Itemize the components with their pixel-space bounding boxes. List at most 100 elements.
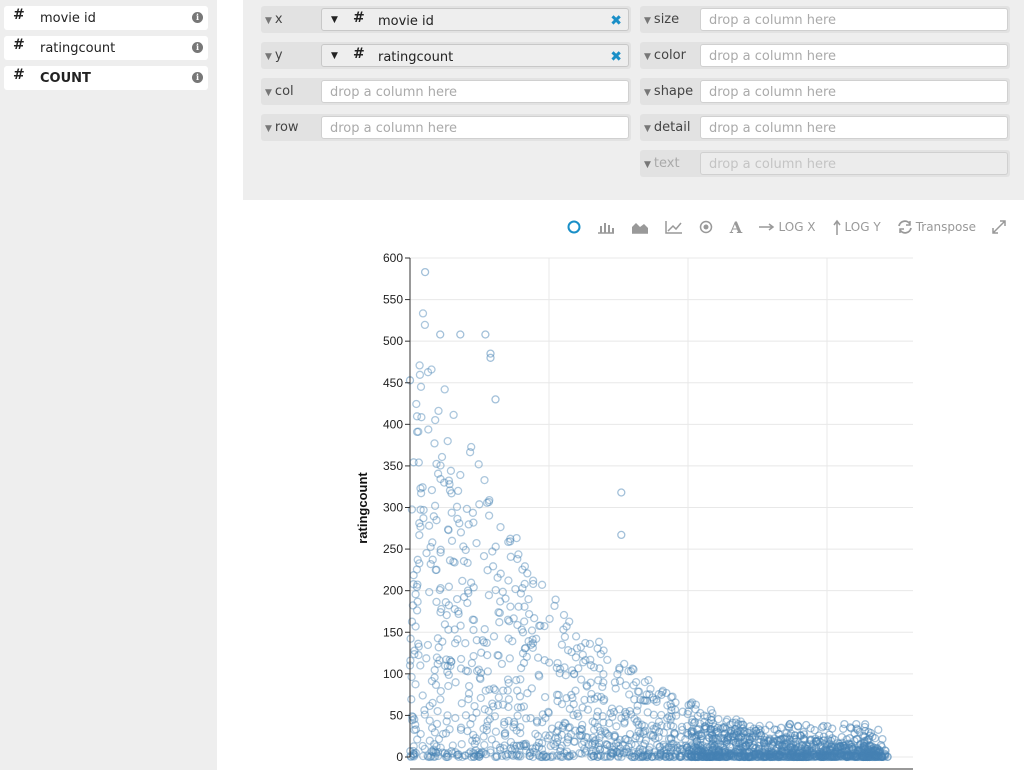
data-point <box>489 684 498 693</box>
scatter-plot[interactable]: 0 50 100 150 200 250 300 350 400 450 500 550 600 rat… <box>243 200 1024 770</box>
data-point <box>801 744 810 753</box>
expand-icon[interactable] <box>992 220 1006 234</box>
data-point <box>638 745 647 755</box>
data-point <box>561 719 570 728</box>
mark-point-icon[interactable] <box>567 220 581 234</box>
data-point <box>582 681 591 690</box>
data-point <box>537 745 547 754</box>
data-point <box>416 489 426 498</box>
data-point <box>496 745 505 755</box>
mark-line-icon[interactable] <box>665 220 683 234</box>
log-y-button[interactable]: LOG Y <box>832 219 881 235</box>
data-point <box>428 538 437 547</box>
data-point <box>602 729 612 738</box>
data-point <box>512 676 521 685</box>
shelf-label[interactable]: ▼ y <box>265 48 283 63</box>
row-drop-zone[interactable]: drop a column here <box>321 116 629 139</box>
data-point <box>668 692 677 701</box>
data-point <box>696 740 705 750</box>
data-point <box>518 649 528 658</box>
caret-down-icon[interactable]: ▼ <box>331 51 338 61</box>
data-point <box>449 410 458 420</box>
data-point <box>656 750 666 760</box>
color-drop-zone[interactable]: drop a column here <box>700 44 1008 67</box>
data-point <box>525 751 534 761</box>
data-point <box>648 752 657 761</box>
data-point <box>557 699 567 709</box>
data-point <box>479 732 488 741</box>
size-drop-zone[interactable]: drop a column here <box>700 8 1008 31</box>
data-point <box>410 725 419 735</box>
data-point <box>596 649 605 659</box>
transpose-button[interactable]: Transpose <box>897 220 976 234</box>
data-point <box>553 733 563 743</box>
data-point <box>600 695 609 704</box>
data-point <box>428 698 437 708</box>
data-point <box>615 705 624 714</box>
data-point <box>652 697 661 706</box>
x-field-pill[interactable]: ▼ # movie id ✖ <box>321 8 629 31</box>
remove-icon[interactable]: ✖ <box>610 49 622 65</box>
data-point <box>685 751 695 760</box>
data-point <box>443 711 452 720</box>
info-icon[interactable]: i <box>192 72 203 83</box>
shelf-label[interactable]: ▼ shape <box>644 84 693 99</box>
panel-divider[interactable] <box>217 0 222 770</box>
log-x-button[interactable]: LOG X <box>759 220 816 234</box>
data-point <box>710 751 719 761</box>
mark-circle-icon[interactable] <box>699 220 713 234</box>
data-point <box>482 721 491 731</box>
data-point <box>534 742 544 752</box>
data-point <box>748 752 758 761</box>
data-point <box>590 737 599 746</box>
info-icon[interactable]: i <box>192 12 203 23</box>
data-point <box>564 723 573 732</box>
data-point <box>456 621 465 630</box>
shelf-label[interactable]: ▼ x <box>265 12 283 27</box>
data-point <box>414 650 423 660</box>
shelf-label[interactable]: ▼ col <box>265 84 294 99</box>
shelf-label[interactable]: ▼ detail <box>644 120 690 135</box>
data-point <box>441 752 451 762</box>
data-point <box>562 622 571 631</box>
mark-area-icon[interactable] <box>631 220 649 234</box>
info-icon[interactable]: i <box>192 42 203 53</box>
remove-icon[interactable]: ✖ <box>610 13 622 29</box>
data-point <box>671 751 680 760</box>
col-drop-zone[interactable]: drop a column here <box>321 80 629 103</box>
field-count[interactable]: # COUNT i <box>4 66 208 90</box>
data-point <box>667 712 676 721</box>
data-point <box>491 727 501 736</box>
field-movie-id[interactable]: # movie id i <box>4 6 208 30</box>
data-point <box>564 735 573 744</box>
data-point <box>461 666 471 675</box>
mark-text-icon[interactable]: A <box>729 220 743 234</box>
data-point <box>440 661 450 670</box>
data-point <box>526 748 535 757</box>
data-point <box>557 730 566 739</box>
data-point <box>865 752 874 762</box>
data-point <box>412 399 421 409</box>
shape-drop-zone[interactable]: drop a column here <box>700 80 1008 103</box>
data-point <box>475 750 485 759</box>
data-point <box>450 558 459 567</box>
shelf-label[interactable]: ▼ color <box>644 48 686 63</box>
data-point <box>703 712 712 721</box>
mark-bar-icon[interactable] <box>597 220 615 234</box>
data-point <box>601 739 611 749</box>
data-point <box>624 667 633 676</box>
data-point <box>485 685 494 694</box>
data-point <box>663 714 672 723</box>
data-point <box>446 466 456 475</box>
shelf-label[interactable]: ▼ size <box>644 12 679 27</box>
detail-drop-zone[interactable]: drop a column here <box>700 116 1008 139</box>
caret-down-icon[interactable]: ▼ <box>331 15 338 25</box>
field-ratingcount[interactable]: # ratingcount i <box>4 36 208 60</box>
shelf-label[interactable]: ▼ row <box>265 120 299 135</box>
data-point <box>479 724 488 733</box>
y-field-pill[interactable]: ▼ # ratingcount ✖ <box>321 44 629 67</box>
shelf-name-text: col <box>274 84 294 99</box>
data-point <box>691 700 701 709</box>
data-point <box>420 744 429 754</box>
data-point <box>547 724 557 733</box>
